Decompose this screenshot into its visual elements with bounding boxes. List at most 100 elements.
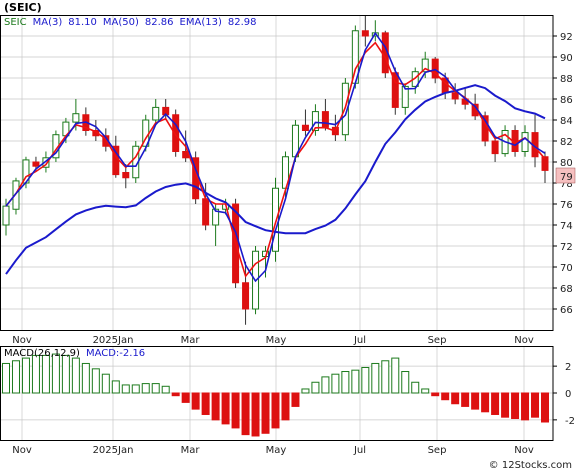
y-tick-label: 68 bbox=[560, 284, 573, 295]
macd-bar bbox=[341, 371, 350, 394]
macd-bar bbox=[261, 392, 270, 434]
macd-x-tick-label: May bbox=[266, 445, 287, 456]
macd-bar bbox=[401, 371, 410, 394]
candle-body bbox=[202, 198, 210, 226]
macd-bar bbox=[291, 392, 300, 407]
macd-histogram bbox=[2, 353, 549, 437]
y-tick-label: 82 bbox=[560, 137, 573, 148]
macd-bar bbox=[381, 360, 390, 394]
macd-bar bbox=[491, 392, 500, 415]
macd-bar bbox=[451, 392, 460, 405]
candle-body bbox=[401, 85, 409, 108]
macd-x-tick-label: Mar bbox=[181, 445, 201, 456]
y-tick-label: 84 bbox=[560, 116, 573, 127]
macd-bar bbox=[191, 392, 200, 410]
macd-y-ticks: 2 0 -2 bbox=[553, 362, 575, 427]
macd-bar bbox=[421, 388, 430, 394]
macd-bar bbox=[161, 385, 170, 394]
macd-bar bbox=[371, 362, 380, 394]
macd-bar bbox=[121, 384, 130, 394]
candle-body bbox=[361, 30, 369, 37]
macd-bar bbox=[461, 392, 470, 407]
macd-bar bbox=[231, 392, 240, 429]
macd-bar bbox=[311, 381, 320, 394]
x-tick-label: Jul bbox=[353, 335, 366, 346]
macd-bar bbox=[91, 368, 100, 394]
price-legend: SEIC MA(3) 81.10 MA(50) 82.86 EMA(13) 82.98 bbox=[4, 17, 257, 28]
candle-body bbox=[521, 132, 529, 153]
legend-item: 81.10 bbox=[68, 17, 97, 28]
x-tick-label: Mar bbox=[181, 335, 201, 346]
macd-bar bbox=[221, 392, 230, 425]
watermark: © 12Stocks.com bbox=[489, 460, 572, 471]
last-price-box bbox=[555, 167, 576, 184]
macd-bar bbox=[471, 392, 480, 410]
candle-body bbox=[391, 72, 399, 108]
legend-item: SEIC bbox=[4, 17, 27, 28]
macd-bar bbox=[331, 373, 340, 394]
candle-body bbox=[42, 157, 50, 168]
macd-bar bbox=[101, 373, 110, 394]
y-tick-label: 66 bbox=[560, 305, 573, 316]
candle-body bbox=[301, 124, 309, 131]
candle-body bbox=[152, 106, 160, 121]
x-tick-label: Nov bbox=[12, 335, 32, 346]
macd-bar bbox=[31, 354, 40, 394]
macd-bar bbox=[511, 392, 520, 420]
macd-bar bbox=[431, 392, 440, 397]
macd-bar bbox=[361, 366, 370, 394]
y-tick-label: 90 bbox=[560, 53, 573, 64]
macd-bar bbox=[251, 392, 260, 437]
macd-bar bbox=[51, 353, 60, 394]
macd-tick-label: 2 bbox=[565, 362, 571, 373]
macd-legend: MACD(26,12,9) MACD:-2.16 bbox=[4, 348, 145, 359]
candle-body bbox=[311, 111, 319, 131]
ema13-line bbox=[5, 41, 546, 278]
candle-body bbox=[491, 140, 499, 155]
macd-bar bbox=[151, 383, 160, 394]
price-y-ticks: 92 90 88 86 84 82 80 78 76 74 72 70 68 66 bbox=[553, 32, 573, 316]
legend-item: 82.86 bbox=[145, 17, 174, 28]
candle-body bbox=[242, 282, 250, 310]
candle-body bbox=[431, 58, 439, 79]
legend-item: MACD:-2.16 bbox=[86, 348, 145, 359]
macd-bar bbox=[81, 362, 90, 394]
legend-item: 82.98 bbox=[228, 17, 257, 28]
candle-body bbox=[411, 71, 419, 87]
macd-bar bbox=[2, 362, 10, 394]
candle-body bbox=[321, 111, 329, 128]
macd-bar bbox=[271, 392, 280, 429]
candle-body bbox=[541, 156, 549, 171]
macd-tick-label: -2 bbox=[565, 416, 575, 427]
legend-item: MA(3) bbox=[33, 17, 63, 28]
legend-item: MACD(26,12,9) bbox=[4, 348, 80, 359]
ma3-line bbox=[5, 31, 546, 283]
macd-bar bbox=[241, 392, 250, 436]
y-tick-label: 80 bbox=[560, 158, 573, 169]
macd-x-tick-label: Jul bbox=[353, 445, 366, 456]
macd-bar bbox=[391, 357, 400, 394]
macd-bar bbox=[531, 392, 540, 418]
macd-bar bbox=[71, 357, 80, 394]
price-frame bbox=[0, 15, 554, 331]
x-tick-label: 2025Jan bbox=[93, 335, 134, 346]
macd-bar bbox=[541, 392, 549, 423]
macd-bar bbox=[501, 392, 510, 418]
macd-bar bbox=[141, 383, 150, 394]
y-tick-label: 72 bbox=[560, 242, 573, 253]
last-price-label: 79 bbox=[560, 172, 573, 183]
macd-bar bbox=[201, 392, 210, 415]
y-tick-label: 92 bbox=[560, 32, 573, 43]
macd-bar bbox=[321, 376, 330, 394]
macd-bar bbox=[131, 384, 140, 394]
macd-bar bbox=[111, 380, 120, 394]
y-tick-label: 70 bbox=[560, 263, 573, 274]
y-tick-label: 88 bbox=[560, 74, 573, 85]
candle-body bbox=[451, 92, 459, 100]
y-tick-label: 78 bbox=[560, 179, 573, 190]
candle-body bbox=[32, 161, 40, 167]
macd-bar bbox=[281, 392, 290, 421]
indicator-lines bbox=[5, 31, 546, 283]
y-tick-label: 74 bbox=[560, 221, 573, 232]
y-tick-label: 76 bbox=[560, 200, 573, 211]
